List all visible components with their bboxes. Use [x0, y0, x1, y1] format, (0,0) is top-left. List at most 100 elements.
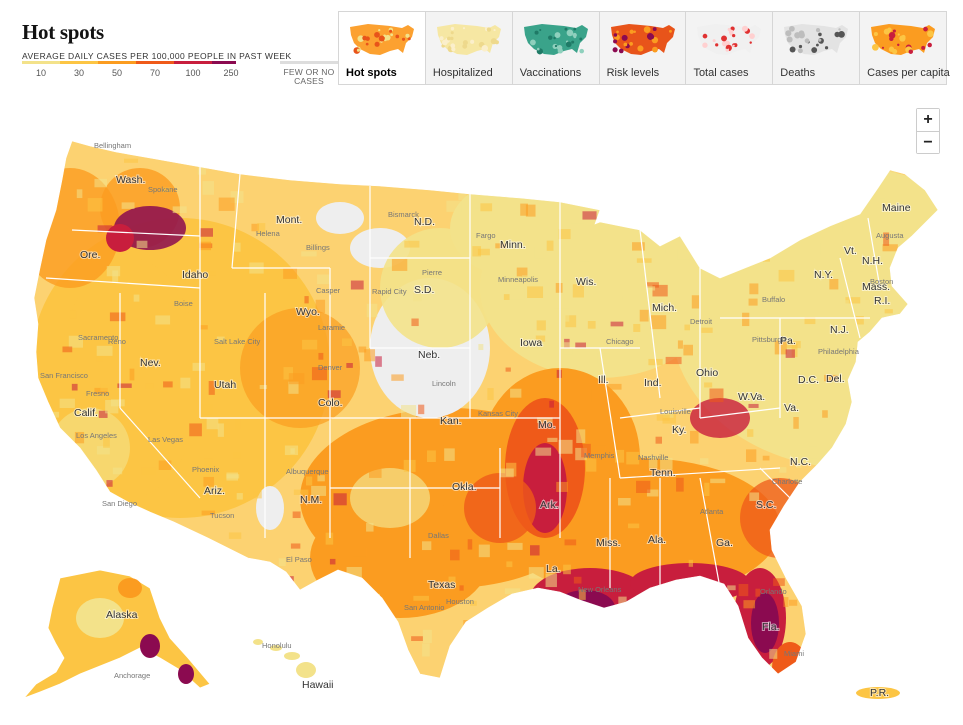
- county-cell: [879, 187, 886, 199]
- zoom-out-button[interactable]: −: [917, 131, 939, 153]
- county-cell: [742, 312, 750, 327]
- state-label: Miss.: [596, 537, 621, 549]
- county-cell: [547, 437, 558, 443]
- county-cell: [607, 383, 622, 390]
- county-cell: [413, 595, 429, 601]
- county-cell: [366, 303, 378, 318]
- county-cell: [201, 403, 213, 415]
- state-label: N.M.: [300, 494, 322, 506]
- city-label: Louisville: [660, 407, 691, 416]
- tab-cases-per-capita[interactable]: Cases per capita: [860, 12, 950, 84]
- county-cell: [762, 455, 770, 461]
- county-cell: [718, 230, 727, 238]
- county-cell: [155, 315, 171, 325]
- city-label: Nashville: [638, 453, 668, 462]
- city-label: Dallas: [428, 531, 449, 540]
- county-cell: [755, 588, 761, 597]
- county-cell: [293, 591, 307, 602]
- county-cell: [161, 615, 169, 624]
- county-cell: [650, 315, 667, 330]
- county-cell: [100, 383, 112, 392]
- county-cell: [259, 384, 268, 390]
- tab-label: Cases per capita: [867, 67, 950, 79]
- county-cell: [68, 335, 84, 348]
- county-cell: [318, 352, 324, 360]
- state-label: Calif.: [74, 407, 98, 419]
- county-cell: [555, 282, 563, 293]
- city-label: Los Angeles: [76, 431, 117, 440]
- county-cell: [293, 489, 309, 495]
- county-cell: [841, 466, 849, 477]
- legend-few-line-2: CASES: [294, 76, 324, 86]
- city-label: Phoenix: [192, 465, 219, 474]
- county-cell: [748, 403, 759, 408]
- city-label: Helena: [256, 229, 281, 238]
- county-cell: [353, 547, 367, 557]
- legend-few-swatch: [280, 61, 338, 64]
- tab-hot-spots[interactable]: Hot spots: [339, 12, 426, 84]
- city-label: San Francisco: [40, 371, 88, 380]
- zoom-in-button[interactable]: +: [917, 109, 939, 131]
- county-cell: [831, 654, 845, 665]
- county-cell: [53, 504, 70, 518]
- county-cell: [327, 390, 341, 398]
- state-label: N.D.: [414, 216, 435, 228]
- county-cell: [587, 320, 596, 329]
- county-cell: [257, 223, 266, 235]
- city-label: Billings: [306, 243, 330, 252]
- county-cell: [411, 636, 423, 641]
- hawaii-island: [296, 662, 316, 678]
- heat-blob: [256, 486, 284, 530]
- county-cell: [655, 436, 662, 444]
- state-border: [619, 467, 781, 479]
- county-cell: [899, 658, 906, 666]
- city-label: Lincoln: [432, 379, 456, 388]
- county-cell: [769, 648, 778, 659]
- county-cell: [812, 177, 820, 187]
- county-cell: [808, 242, 821, 256]
- color-legend: FEW OR NO CASES 10 30 50 70 100 250: [22, 61, 338, 91]
- county-cell: [288, 373, 305, 385]
- county-cell: [141, 467, 157, 475]
- page-title: Hot spots: [22, 20, 104, 44]
- state-label: Minn.: [500, 239, 526, 251]
- county-cell: [704, 382, 713, 388]
- county-cell: [90, 466, 95, 477]
- county-cell: [705, 659, 711, 673]
- county-cell: [671, 349, 683, 356]
- county-cell: [302, 339, 318, 350]
- tab-risk-levels[interactable]: Risk levels: [600, 12, 687, 84]
- county-cell: [824, 374, 838, 382]
- county-cell: [524, 637, 537, 652]
- tab-vaccinations[interactable]: Vaccinations: [513, 12, 600, 84]
- county-cell: [691, 295, 700, 309]
- county-cell: [332, 622, 342, 629]
- county-cell: [884, 319, 889, 331]
- county-cell: [467, 539, 473, 550]
- county-cell: [848, 649, 862, 658]
- map-labels: Wash. Ore. Calif. Nev. Idaho Mont. Wyo. Utah Ari…: [40, 141, 912, 700]
- state-label: Idaho: [182, 269, 208, 281]
- county-cell: [575, 342, 586, 348]
- county-cell: [448, 576, 456, 588]
- county-cell: [545, 573, 557, 588]
- tab-deaths[interactable]: Deaths: [773, 12, 861, 84]
- county-cell: [503, 294, 510, 300]
- county-cell: [564, 539, 577, 546]
- county-cell: [870, 155, 884, 165]
- county-cell: [490, 641, 499, 654]
- legend-tick-label: 30: [73, 68, 85, 78]
- county-cell: [758, 225, 771, 238]
- county-cell: [525, 204, 536, 217]
- county-cell: [109, 312, 126, 322]
- county-cell: [182, 544, 196, 557]
- state-label: Mich.: [652, 302, 677, 314]
- county-cell: [180, 377, 191, 389]
- hot-spots-map[interactable]: Wash. Ore. Calif. Nev. Idaho Mont. Wyo. Utah Ari…: [0, 118, 963, 725]
- county-cell: [783, 597, 789, 607]
- tab-hospitalized[interactable]: Hospitalized: [426, 12, 513, 84]
- tab-thumbnail: [436, 24, 501, 55]
- county-cell: [837, 650, 849, 662]
- tab-total-cases[interactable]: Total cases: [686, 12, 774, 84]
- county-cell: [244, 667, 249, 678]
